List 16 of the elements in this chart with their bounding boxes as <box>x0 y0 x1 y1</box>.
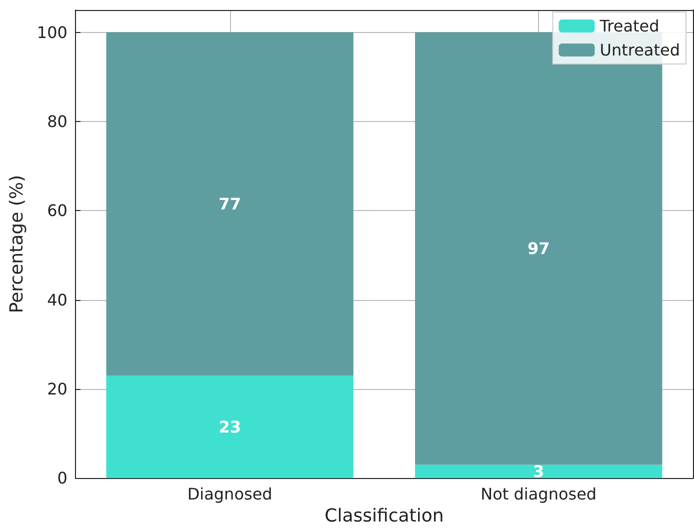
x-axis-title: Classification <box>324 506 444 526</box>
legend-label: Treated <box>598 16 660 36</box>
y-tick-label: 20 <box>47 379 68 398</box>
x-tick-label: Not diagnosed <box>480 484 597 504</box>
data-label: 23 <box>218 417 241 436</box>
data-label: 97 <box>527 239 550 258</box>
x-tick-label: Diagnosed <box>187 484 272 504</box>
y-tick-label: 40 <box>47 290 68 310</box>
data-label: 3 <box>533 462 544 481</box>
y-tick-label: 80 <box>47 112 68 131</box>
y-tick-label: 60 <box>47 201 68 220</box>
y-tick-label: 100 <box>36 22 68 42</box>
y-tick-label: 0 <box>57 468 68 488</box>
data-label: 77 <box>218 194 241 214</box>
legend-label: Untreated <box>600 40 680 60</box>
y-axis-title: Percentage (%) <box>6 174 28 314</box>
